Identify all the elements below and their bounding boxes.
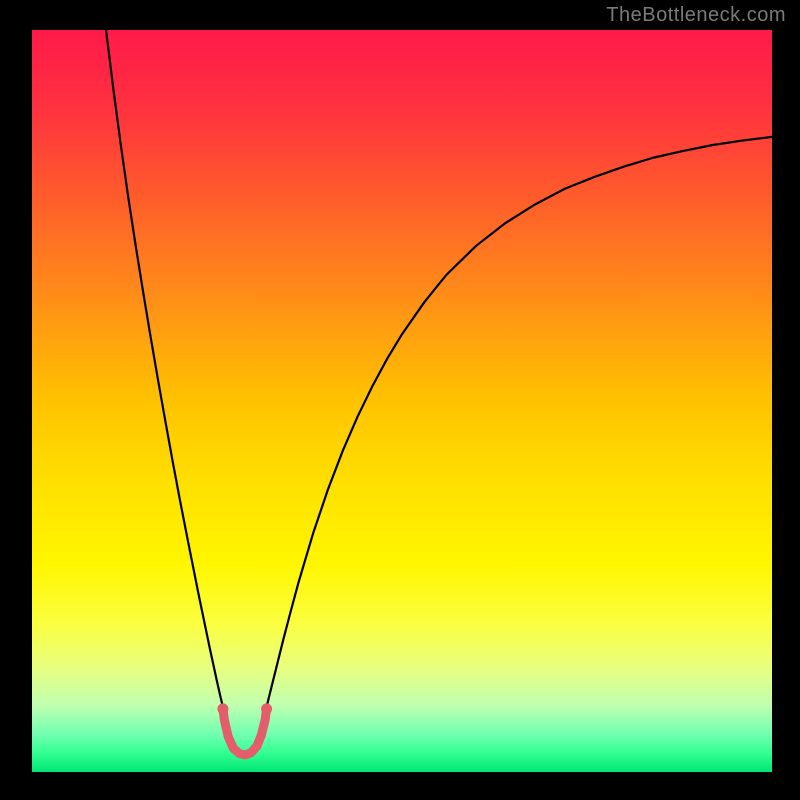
gradient-background xyxy=(32,30,772,772)
valley-endpoint-0 xyxy=(217,703,228,714)
valley-endpoint-1 xyxy=(261,703,272,714)
chart-svg xyxy=(32,30,772,772)
watermark-text: TheBottleneck.com xyxy=(606,4,786,27)
plot-area xyxy=(32,30,772,772)
chart-frame: TheBottleneck.com xyxy=(0,0,800,800)
